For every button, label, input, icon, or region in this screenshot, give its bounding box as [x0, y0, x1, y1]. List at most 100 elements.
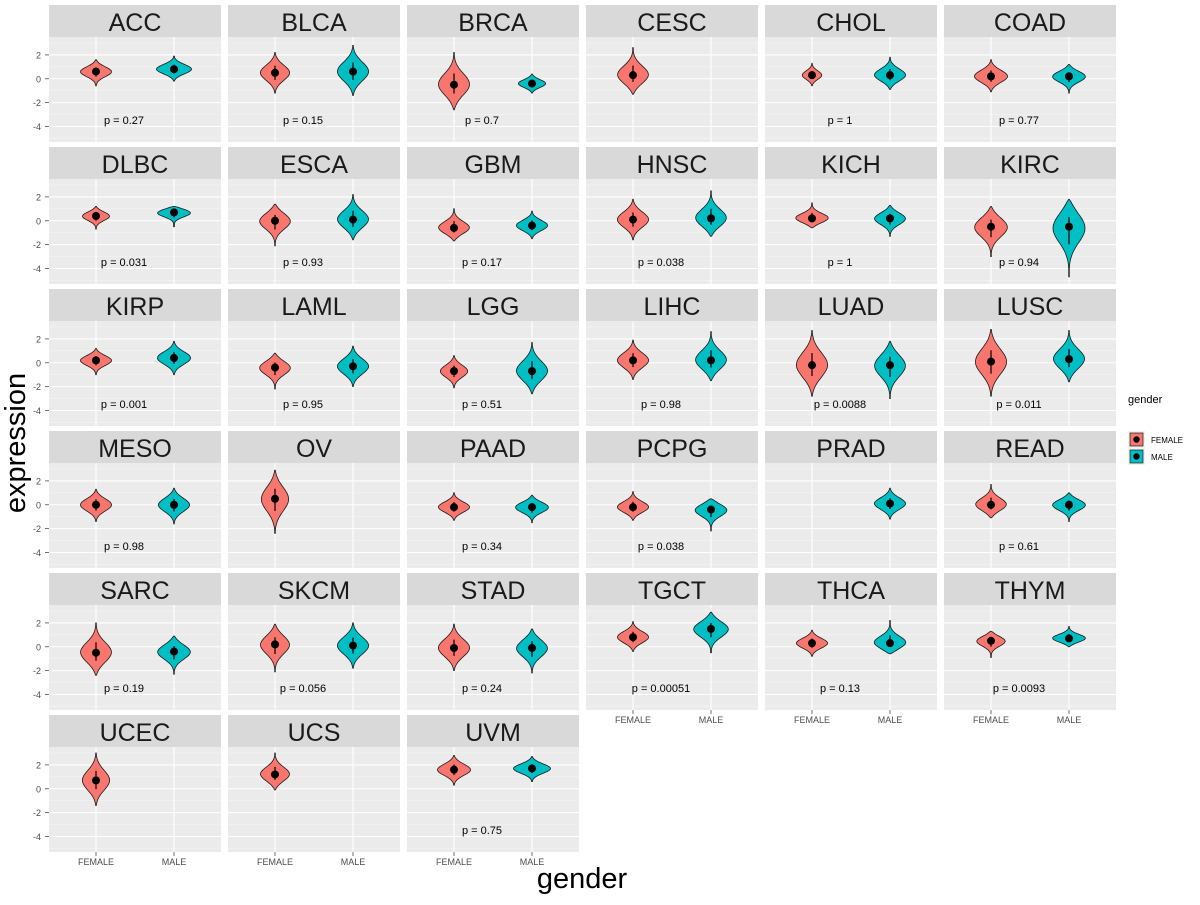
p-value-label: p = 0.15: [283, 115, 323, 127]
median-point-female: [629, 633, 637, 642]
median-point-male: [528, 221, 536, 230]
panel-strip: [407, 715, 579, 747]
p-value-label: p = 0.51: [462, 399, 502, 411]
y-tick-label: 0: [36, 216, 41, 226]
panel-title: KIRC: [1000, 151, 1060, 179]
panel-title: LUAD: [818, 293, 885, 321]
panel-title: HNSC: [637, 151, 708, 179]
p-value-label: p = 0.98: [104, 541, 144, 553]
median-point-male: [170, 208, 178, 217]
panel-luad: LUAD p = 0.0088: [765, 289, 937, 426]
y-axis-title: expression: [0, 373, 32, 513]
panel-title: CESC: [637, 9, 706, 37]
x-tick-label: FEMALE: [436, 857, 472, 867]
y-tick-label: -2: [33, 98, 41, 108]
panel-title: KIRP: [106, 293, 164, 321]
panel-thym: THYM p = 0.0093 FEMALE MALE: [944, 573, 1116, 725]
median-point-male: [528, 367, 536, 376]
y-tick-label: 0: [36, 74, 41, 84]
median-point-female: [629, 503, 637, 512]
median-point-female: [450, 643, 458, 652]
p-value-label: p = 0.001: [101, 399, 147, 411]
median-point-female: [92, 500, 100, 509]
median-point-male: [1065, 72, 1073, 81]
median-point-male: [707, 214, 715, 223]
x-tick-label: FEMALE: [973, 715, 1009, 725]
panel-lihc: LIHC p = 0.98: [586, 289, 758, 426]
p-value-label: p = 0.031: [101, 257, 147, 269]
panel-title: GBM: [465, 151, 522, 179]
p-value-label: p = 1: [828, 257, 853, 269]
legend-point: [1133, 436, 1140, 443]
median-point-female: [987, 500, 995, 509]
x-tick-label: MALE: [341, 857, 366, 867]
panel-strip: [228, 147, 400, 179]
y-tick-label: 0: [36, 500, 41, 510]
y-tick-label: -4: [33, 264, 41, 274]
panel-tgct: TGCT p = 0.00051 FEMALE MALE: [586, 573, 758, 725]
panel-uvm: UVM p = 0.75 FEMALE MALE: [407, 715, 579, 867]
x-tick-label: FEMALE: [615, 715, 651, 725]
panel-kirp: KIRP 2 0 -2 -4 p = 0.001: [33, 289, 221, 426]
panel-title: UCEC: [100, 719, 171, 747]
median-point-female: [987, 357, 995, 366]
p-value-label: p = 0.0093: [993, 683, 1045, 695]
median-point-male: [349, 641, 357, 650]
median-point-female: [629, 356, 637, 365]
panel-strip: [586, 289, 758, 321]
panel-title: OV: [296, 435, 332, 463]
panel-title: BRCA: [458, 9, 528, 37]
median-point-female: [450, 80, 458, 89]
panel-strip: [228, 289, 400, 321]
legend-point: [1133, 453, 1140, 460]
panel-pcpg: PCPG p = 0.038: [586, 431, 758, 568]
panel-strip: [49, 431, 221, 463]
median-point-female: [92, 776, 100, 785]
y-tick-label: 0: [36, 358, 41, 368]
p-value-label: p = 0.17: [462, 257, 502, 269]
panel-strip: [228, 573, 400, 605]
median-point-male: [707, 624, 715, 633]
panel-thca: THCA p = 0.13 FEMALE MALE: [765, 573, 937, 725]
panel-title: SKCM: [278, 577, 350, 605]
median-point-male: [170, 353, 178, 362]
panel-strip: [407, 289, 579, 321]
median-point-female: [92, 67, 100, 76]
median-point-male: [1065, 355, 1073, 364]
median-point-female: [271, 363, 279, 372]
median-point-male: [886, 639, 894, 648]
median-point-female: [271, 640, 279, 649]
panel-title: BLCA: [281, 9, 347, 37]
x-tick-label: MALE: [520, 857, 545, 867]
panel-title: UVM: [465, 719, 521, 747]
y-tick-label: -4: [33, 832, 41, 842]
p-value-label: p = 0.13: [820, 683, 860, 695]
panel-strip: [228, 5, 400, 37]
panel-strip: [944, 147, 1116, 179]
median-point-male: [349, 215, 357, 224]
panel-coad: COAD p = 0.77: [944, 5, 1116, 142]
p-value-label: p = 0.011: [996, 399, 1041, 411]
median-point-male: [528, 503, 536, 512]
median-point-female: [808, 639, 816, 648]
median-point-male: [1065, 222, 1073, 231]
panel-strip: [49, 5, 221, 37]
median-point-female: [450, 367, 458, 376]
median-point-female: [92, 211, 100, 220]
p-value-label: p = 0.24: [462, 683, 502, 695]
median-point-male: [170, 65, 178, 74]
median-point-male: [1065, 500, 1073, 509]
median-point-female: [450, 503, 458, 512]
x-tick-label: MALE: [1057, 715, 1082, 725]
panel-blca: BLCA p = 0.15: [228, 5, 400, 142]
panel-esca: ESCA p = 0.93: [228, 147, 400, 284]
median-point-female: [450, 223, 458, 232]
median-point-male: [886, 361, 894, 370]
panels-layer: ACC 2 0 -2 -4 p = 0.27 BLCA p = 0.15 BRCA p = 0.7…: [33, 5, 1116, 867]
panel-prad: PRAD: [765, 431, 937, 568]
median-point-male: [349, 362, 357, 371]
panel-title: READ: [995, 435, 1064, 463]
median-point-male: [1065, 634, 1073, 643]
panel-dlbc: DLBC 2 0 -2 -4 p = 0.031: [33, 147, 221, 284]
